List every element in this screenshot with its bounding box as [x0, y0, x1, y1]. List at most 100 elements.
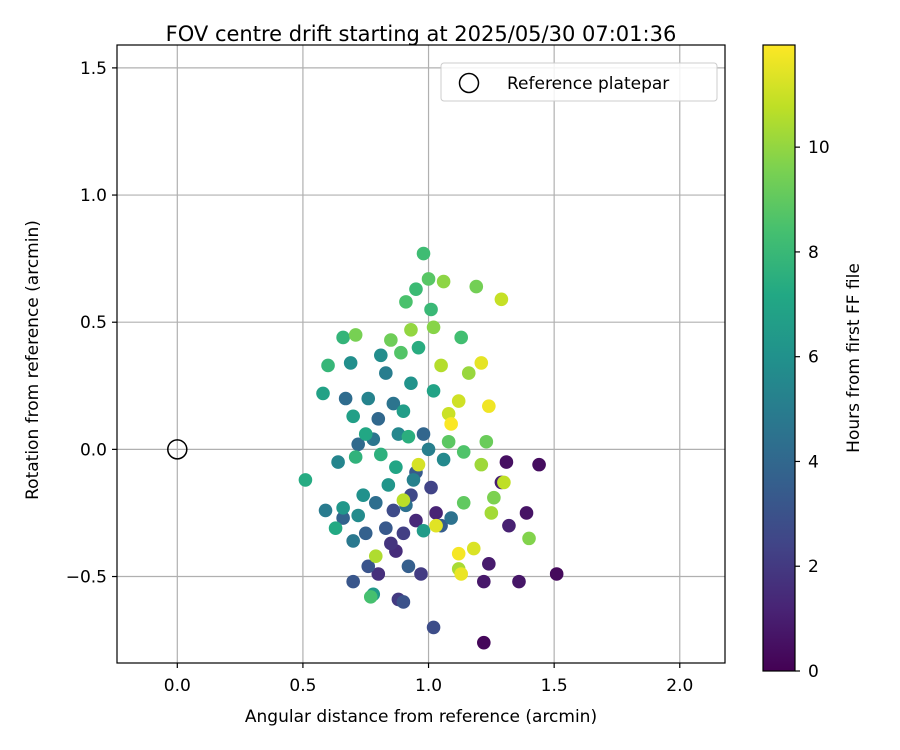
y-tick-label: 0.0 — [80, 440, 107, 460]
scatter-point — [351, 437, 365, 452]
scatter-point — [336, 511, 350, 525]
y-tick-label: 1.0 — [80, 186, 107, 206]
scatter-point — [519, 506, 534, 520]
scatter-point — [451, 394, 466, 408]
scatter-point — [532, 457, 546, 472]
scatter-point — [482, 399, 496, 413]
scatter-point — [374, 348, 388, 363]
y-tick-label: 0.5 — [80, 313, 107, 333]
scatter-point — [371, 412, 386, 426]
scatter-point — [416, 427, 431, 441]
scatter-point — [374, 447, 388, 462]
scatter-point — [394, 345, 408, 360]
scatter-point — [396, 493, 411, 508]
scatter-point — [384, 333, 398, 347]
scatter-point — [469, 279, 484, 294]
scatter-point — [368, 495, 383, 510]
scatter-point — [346, 409, 360, 424]
scatter-point — [434, 358, 448, 373]
x-tick-label: 1.0 — [415, 676, 442, 696]
scatter-point — [379, 366, 393, 380]
scatter-point — [484, 506, 499, 520]
reference-platepar-marker — [167, 439, 188, 460]
scatter-point — [497, 475, 511, 490]
scatter-point — [384, 536, 398, 551]
scatter-points — [298, 246, 564, 650]
scatter-point — [346, 574, 360, 589]
scatter-point — [404, 376, 418, 391]
scatter-point — [456, 495, 471, 510]
scatter-point — [381, 478, 396, 492]
colorbar: 0 2 4 6 8 10 Hours from first FF file — [762, 44, 864, 682]
scatter-point — [499, 455, 514, 469]
scatter-point — [379, 521, 393, 536]
colorbar-gradient — [762, 44, 796, 672]
scatter-point — [321, 358, 335, 373]
scatter-point — [316, 386, 330, 401]
scatter-point — [368, 549, 383, 563]
scatter-point — [328, 521, 343, 536]
scatter-point — [461, 366, 476, 380]
scatter-point — [477, 635, 491, 650]
scatter-point — [389, 460, 403, 474]
scatter-point — [416, 246, 431, 261]
scatter-point — [466, 541, 481, 556]
scatter-point — [454, 330, 468, 345]
colorbar-tick-label: 0 — [808, 662, 819, 682]
scatter-point — [358, 526, 373, 541]
legend-box — [440, 62, 718, 102]
scatter-point — [396, 526, 411, 541]
scatter-point — [444, 511, 458, 525]
scatter-point — [371, 567, 386, 581]
scatter-point — [451, 546, 466, 561]
scatter-point — [356, 488, 371, 502]
scatter-point — [436, 274, 451, 289]
legend-entry-label: Reference platepar — [507, 74, 669, 94]
colorbar-label: Hours from first FF file — [844, 263, 864, 453]
scatter-point — [479, 434, 494, 449]
colorbar-tick-label: 8 — [808, 243, 819, 263]
colorbar-tick-label: 10 — [808, 138, 830, 158]
scatter-point — [363, 590, 378, 604]
scatter-point — [336, 330, 350, 345]
scatter-point — [416, 523, 431, 538]
y-tick-label: 1.5 — [80, 59, 107, 79]
scatter-point — [318, 503, 333, 518]
colorbar-ticks — [795, 146, 800, 672]
scatter-point — [441, 434, 456, 449]
x-tick-label: 0.0 — [164, 676, 191, 696]
scatter-point — [399, 295, 413, 309]
scatter-point — [404, 323, 418, 337]
scatter-point — [358, 427, 373, 441]
scatter-point — [426, 384, 441, 398]
scatter-point — [401, 429, 416, 444]
scatter-point — [361, 559, 376, 574]
colorbar-tick-label: 4 — [808, 452, 819, 472]
scatter-point — [361, 391, 376, 406]
x-tick-label: 2.0 — [666, 676, 693, 696]
scatter-point — [421, 272, 436, 286]
scatter-point — [474, 457, 489, 472]
scatter-point — [346, 534, 360, 548]
scatter-point — [414, 567, 428, 581]
scatter-point — [401, 559, 416, 574]
scatter-point — [298, 473, 313, 487]
colorbar-tick-label: 6 — [808, 348, 819, 368]
scatter-point — [424, 480, 438, 495]
scatter-point — [348, 328, 363, 342]
scatter-point — [411, 457, 426, 472]
scatter-point — [351, 508, 365, 523]
scatter-point — [338, 391, 353, 406]
scatter-point — [336, 501, 350, 515]
scatter-point — [426, 320, 441, 335]
scatter-point — [454, 567, 468, 581]
scatter-point — [424, 302, 438, 317]
scatter-point — [487, 490, 501, 505]
scatter-point — [522, 531, 536, 546]
scatter-point — [343, 356, 358, 370]
y-tick-label: −0.5 — [66, 568, 107, 588]
scatter-point — [549, 567, 564, 581]
x-tick-label: 1.5 — [541, 676, 568, 696]
x-axis-label: Angular distance from reference (arcmin) — [245, 707, 597, 727]
scatter-point — [409, 513, 423, 528]
